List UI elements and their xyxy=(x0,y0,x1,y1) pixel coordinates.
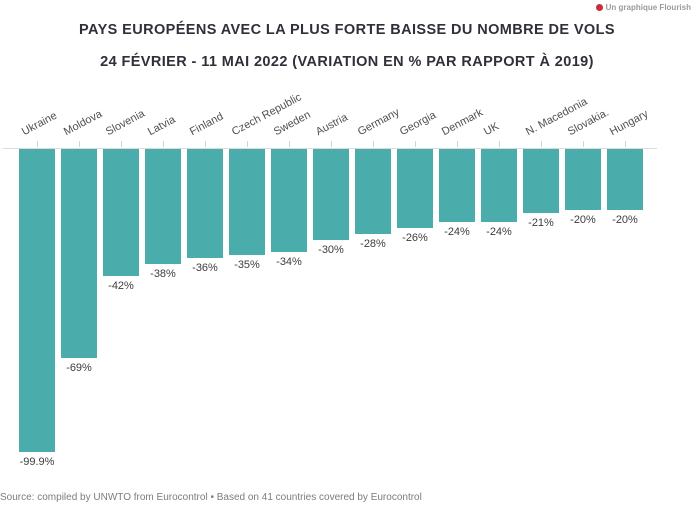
axis-tick-sweden xyxy=(288,141,290,147)
chart-title-line1: PAYS EUROPÉENS AVEC LA PLUS FORTE BAISSE… xyxy=(79,22,615,38)
value-label-n-macedonia: -21% xyxy=(528,217,554,229)
flourish-attribution[interactable]: Un graphique Flourish xyxy=(595,3,691,12)
category-label-moldova: Moldova xyxy=(61,108,105,139)
bar-moldova[interactable] xyxy=(61,149,97,358)
value-label-latvia: -38% xyxy=(150,268,176,280)
value-label-denmark: -24% xyxy=(444,226,470,238)
value-label-germany: -28% xyxy=(360,238,386,250)
value-label-georgia: -26% xyxy=(402,232,428,244)
value-label-czech-republic: -35% xyxy=(234,259,260,271)
source-note: Source: compiled by UNWTO from Eurocontr… xyxy=(0,492,422,503)
axis-tick-uk xyxy=(498,141,500,147)
category-label-ukraine: Ukraine xyxy=(19,109,59,139)
category-label-uk: UK xyxy=(481,120,502,139)
category-label-slovenia: Slovenia xyxy=(103,107,147,139)
flourish-dot-icon xyxy=(595,4,603,11)
axis-tick-czech-republic xyxy=(246,141,248,147)
axis-tick-slovenia xyxy=(120,141,122,147)
value-label-moldova: -69% xyxy=(66,362,92,374)
value-label-slovakia: -20% xyxy=(570,214,596,226)
category-label-georgia: Georgia xyxy=(397,109,439,139)
category-label-austria: Austria xyxy=(313,111,350,139)
category-label-denmark: Denmark xyxy=(439,106,485,139)
x-axis-line xyxy=(3,148,657,149)
bar-czech-republic[interactable] xyxy=(229,149,265,255)
bar-austria[interactable] xyxy=(313,149,349,240)
bar-slovenia[interactable] xyxy=(103,149,139,276)
axis-tick-latvia xyxy=(162,141,164,147)
value-label-sweden: -34% xyxy=(276,256,302,268)
category-label-hungary: Hungary xyxy=(607,108,651,139)
value-label-slovenia: -42% xyxy=(108,280,134,292)
flourish-attribution-label: Un graphique Flourish xyxy=(605,3,691,12)
bar-germany[interactable] xyxy=(355,149,391,234)
axis-tick-slovakia xyxy=(582,141,584,147)
category-label-latvia: Latvia xyxy=(145,113,178,139)
axis-tick-moldova xyxy=(78,141,80,147)
chart-title-line2: 24 FÉVRIER - 11 MAI 2022 (VARIATION EN %… xyxy=(100,54,594,70)
value-label-hungary: -20% xyxy=(612,214,638,226)
category-label-germany: Germany xyxy=(355,106,402,139)
axis-tick-georgia xyxy=(414,141,416,147)
value-label-ukraine: -99.9% xyxy=(19,456,55,468)
bar-latvia[interactable] xyxy=(145,149,181,264)
axis-tick-austria xyxy=(330,141,332,147)
bar-n-macedonia[interactable] xyxy=(523,149,559,213)
bar-sweden[interactable] xyxy=(271,149,307,252)
axis-tick-ukraine xyxy=(36,141,38,147)
value-label-uk: -24% xyxy=(486,226,512,238)
category-label-finland: Finland xyxy=(187,110,226,139)
axis-tick-finland xyxy=(204,141,206,147)
bar-finland[interactable] xyxy=(187,149,223,258)
axis-tick-hungary xyxy=(624,141,626,147)
bar-uk[interactable] xyxy=(481,149,517,222)
bar-georgia[interactable] xyxy=(397,149,433,228)
axis-tick-n-macedonia xyxy=(540,141,542,147)
axis-tick-germany xyxy=(372,141,374,147)
value-label-finland: -36% xyxy=(192,262,218,274)
bar-slovakia[interactable] xyxy=(565,149,601,210)
axis-tick-denmark xyxy=(456,141,458,147)
bar-ukraine[interactable] xyxy=(19,149,55,452)
bar-hungary[interactable] xyxy=(607,149,643,210)
value-label-austria: -30% xyxy=(318,244,344,256)
bar-denmark[interactable] xyxy=(439,149,475,222)
